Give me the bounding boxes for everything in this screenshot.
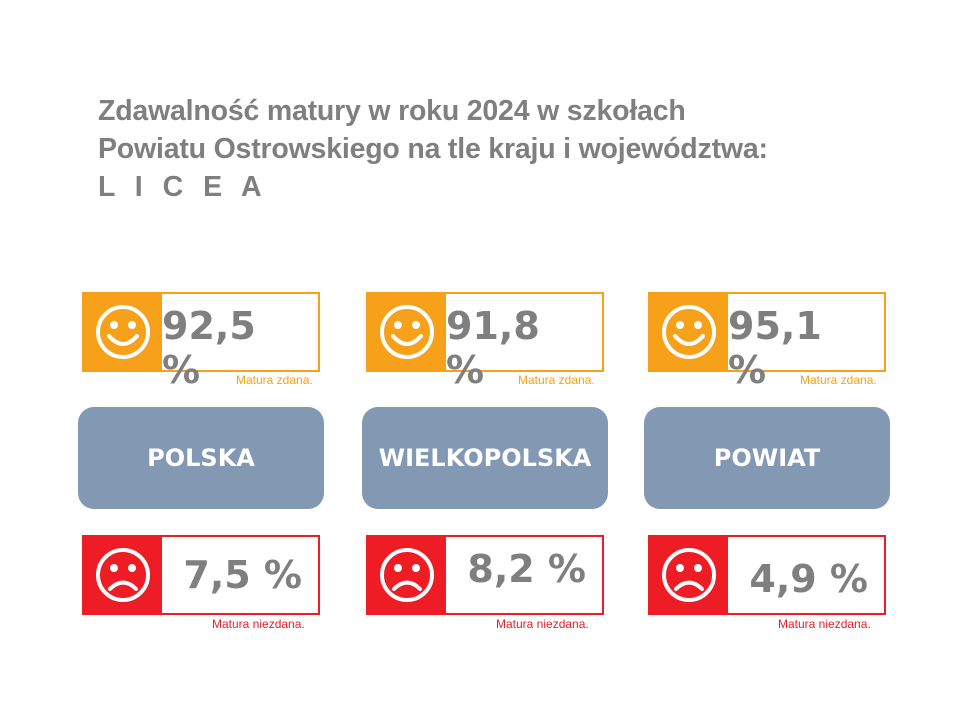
pass-percentage: 95,1 % — [728, 304, 822, 392]
pass-percentage: 91,8 % — [446, 304, 540, 392]
fail-caption: Matura niezdana. — [496, 617, 589, 631]
fail-card: 8,2 % — [366, 535, 604, 615]
smiley-face-icon — [650, 294, 728, 370]
pass-caption: Matura zdana. — [800, 373, 877, 387]
fail-card: 7,5 % — [82, 535, 320, 615]
region-label-wielkopolska: WIELKOPOLSKA — [362, 407, 608, 509]
fail-caption: Matura niezdana. — [778, 617, 871, 631]
fail-card: 4,9 % — [648, 535, 886, 615]
title-line-2: Powiatu Ostrowskiego na tle kraju i woje… — [98, 133, 768, 165]
region-label-powiat: POWIAT — [644, 407, 890, 509]
pass-card: 92,5 % — [82, 292, 320, 392]
pass-percentage: 92,5 % — [162, 304, 256, 392]
pass-caption: Matura zdana. — [518, 373, 595, 387]
sad-face-icon — [650, 537, 728, 613]
sad-face-icon — [368, 537, 446, 613]
fail-caption: Matura niezdana. — [212, 617, 305, 631]
title-line-3: L I C E A — [98, 171, 268, 203]
page-title: Zdawalność matury w roku 2024 w szkołach… — [98, 92, 898, 206]
smiley-face-icon — [84, 294, 162, 370]
pass-card: 91,8 % — [366, 292, 604, 392]
fail-percentage: 4,9 % — [749, 557, 868, 601]
title-line-1: Zdawalność matury w roku 2024 w szkołach — [98, 95, 686, 127]
fail-percentage: 8,2 % — [467, 547, 586, 591]
region-label-polska: POLSKA — [78, 407, 324, 509]
smiley-face-icon — [368, 294, 446, 370]
pass-caption: Matura zdana. — [236, 373, 313, 387]
pass-card: 95,1 % — [648, 292, 886, 392]
sad-face-icon — [84, 537, 162, 613]
fail-percentage: 7,5 % — [183, 553, 302, 597]
